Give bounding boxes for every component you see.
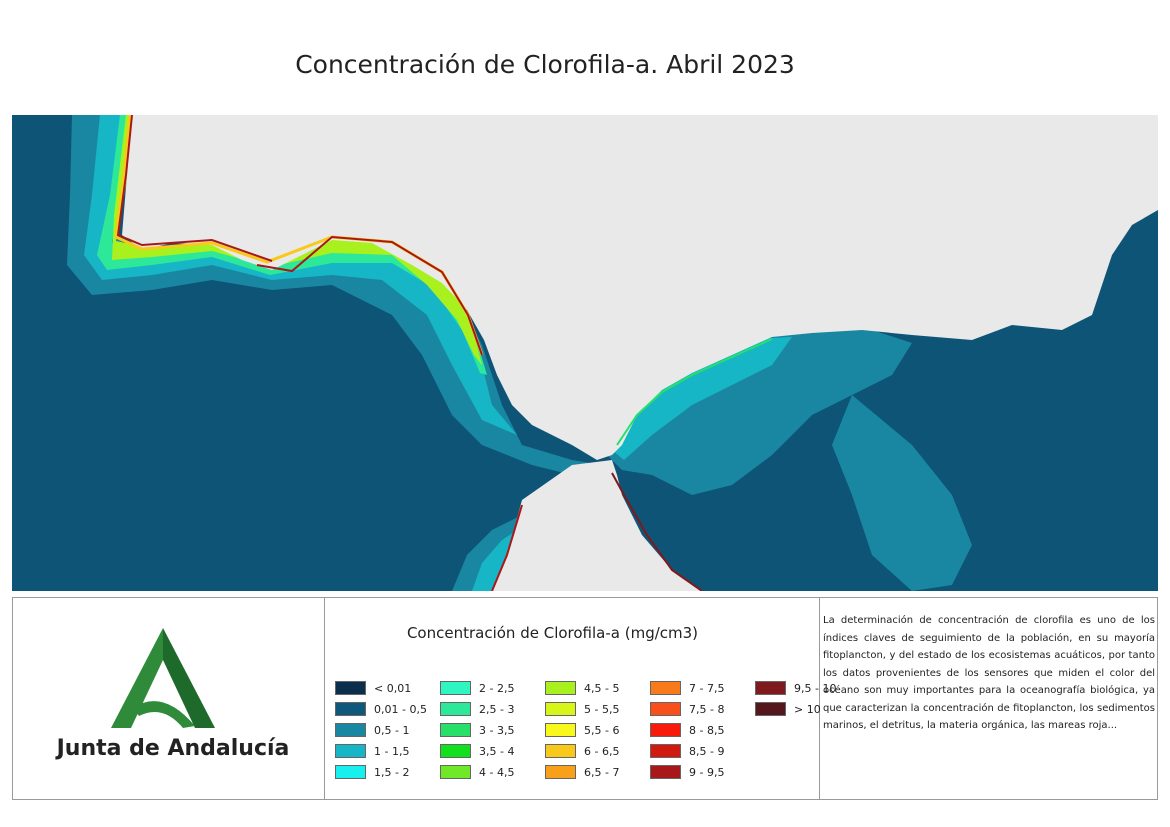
chlorophyll-map xyxy=(12,115,1158,591)
panel-divider xyxy=(324,598,325,799)
legend-swatch xyxy=(755,681,786,695)
legend-item: 2,5 - 3 xyxy=(440,701,514,717)
legend-label: 5,5 - 6 xyxy=(584,723,620,737)
org-name: Junta de Andalucía xyxy=(56,736,290,761)
legend-item: 0,5 - 1 xyxy=(335,722,409,738)
legend-label: 4,5 - 5 xyxy=(584,681,620,695)
legend-swatch xyxy=(650,744,681,758)
legend-item: > 10 xyxy=(755,701,821,717)
map-image xyxy=(12,115,1158,591)
legend-item: 2 - 2,5 xyxy=(440,680,514,696)
legend-swatch xyxy=(545,723,576,737)
legend-label: 7,5 - 8 xyxy=(689,702,725,716)
legend-label: 4 - 4,5 xyxy=(479,765,515,779)
legend-swatch xyxy=(335,702,366,716)
legend-item: 1,5 - 2 xyxy=(335,764,409,780)
legend-label: 6,5 - 7 xyxy=(584,765,620,779)
legend-item: 1 - 1,5 xyxy=(335,743,409,759)
legend-label: 9 - 9,5 xyxy=(689,765,725,779)
legend-swatch xyxy=(440,744,471,758)
legend-item: 4,5 - 5 xyxy=(545,680,619,696)
legend-swatch xyxy=(545,744,576,758)
legend-swatch xyxy=(440,765,471,779)
legend-swatch xyxy=(440,702,471,716)
legend-swatch xyxy=(545,702,576,716)
legend-label: 8,5 - 9 xyxy=(689,744,725,758)
legend-item: 0,01 - 0,5 xyxy=(335,701,427,717)
legend-swatch xyxy=(440,681,471,695)
description-text: La determinación de concentración de clo… xyxy=(823,615,1155,731)
legend-swatch xyxy=(545,765,576,779)
legend-item: 4 - 4,5 xyxy=(440,764,514,780)
info-panel: Junta de Andalucía Concentración de Clor… xyxy=(12,597,1158,800)
legend-swatch xyxy=(440,723,471,737)
legend-item: 3,5 - 4 xyxy=(440,743,514,759)
legend-label: 7 - 7,5 xyxy=(689,681,725,695)
legend-label: 0,01 - 0,5 xyxy=(374,702,427,716)
map-title: Concentración de Clorofila-a. Abril 2023 xyxy=(295,50,795,79)
legend-swatch xyxy=(335,744,366,758)
legend-label: 1,5 - 2 xyxy=(374,765,410,779)
legend-swatch xyxy=(335,723,366,737)
legend-item: 8 - 8,5 xyxy=(650,722,724,738)
legend-label: < 0,01 xyxy=(374,681,412,695)
legend-label: 3,5 - 4 xyxy=(479,744,515,758)
legend-label: 1 - 1,5 xyxy=(374,744,410,758)
legend-item: 8,5 - 9 xyxy=(650,743,724,759)
legend-swatch xyxy=(650,702,681,716)
legend-label: 0,5 - 1 xyxy=(374,723,410,737)
legend-swatch xyxy=(335,681,366,695)
legend-item: 9,5 - 10 xyxy=(755,680,836,696)
legend-swatch xyxy=(755,702,786,716)
legend-item: 7,5 - 8 xyxy=(650,701,724,717)
legend-swatch xyxy=(650,681,681,695)
legend-swatch xyxy=(545,681,576,695)
legend-label: 2,5 - 3 xyxy=(479,702,515,716)
legend-item: 6,5 - 7 xyxy=(545,764,619,780)
legend-swatch xyxy=(650,723,681,737)
legend-label: 9,5 - 10 xyxy=(794,681,837,695)
legend-item: 6 - 6,5 xyxy=(545,743,619,759)
legend-item: < 0,01 xyxy=(335,680,411,696)
legend-label: 6 - 6,5 xyxy=(584,744,620,758)
legend-item: 5 - 5,5 xyxy=(545,701,619,717)
legend-label: > 10 xyxy=(794,702,821,716)
legend-swatch xyxy=(650,765,681,779)
legend-label: 2 - 2,5 xyxy=(479,681,515,695)
junta-andalucia-logo xyxy=(111,628,215,728)
legend-label: 8 - 8,5 xyxy=(689,723,725,737)
legend-title: Concentración de Clorofila-a (mg/cm3) xyxy=(406,624,699,642)
panel-divider xyxy=(819,598,820,799)
legend-label: 3 - 3,5 xyxy=(479,723,515,737)
legend-swatch xyxy=(335,765,366,779)
legend-item: 9 - 9,5 xyxy=(650,764,724,780)
legend-label: 5 - 5,5 xyxy=(584,702,620,716)
legend-item: 7 - 7,5 xyxy=(650,680,724,696)
legend-item: 5,5 - 6 xyxy=(545,722,619,738)
legend-item: 3 - 3,5 xyxy=(440,722,514,738)
